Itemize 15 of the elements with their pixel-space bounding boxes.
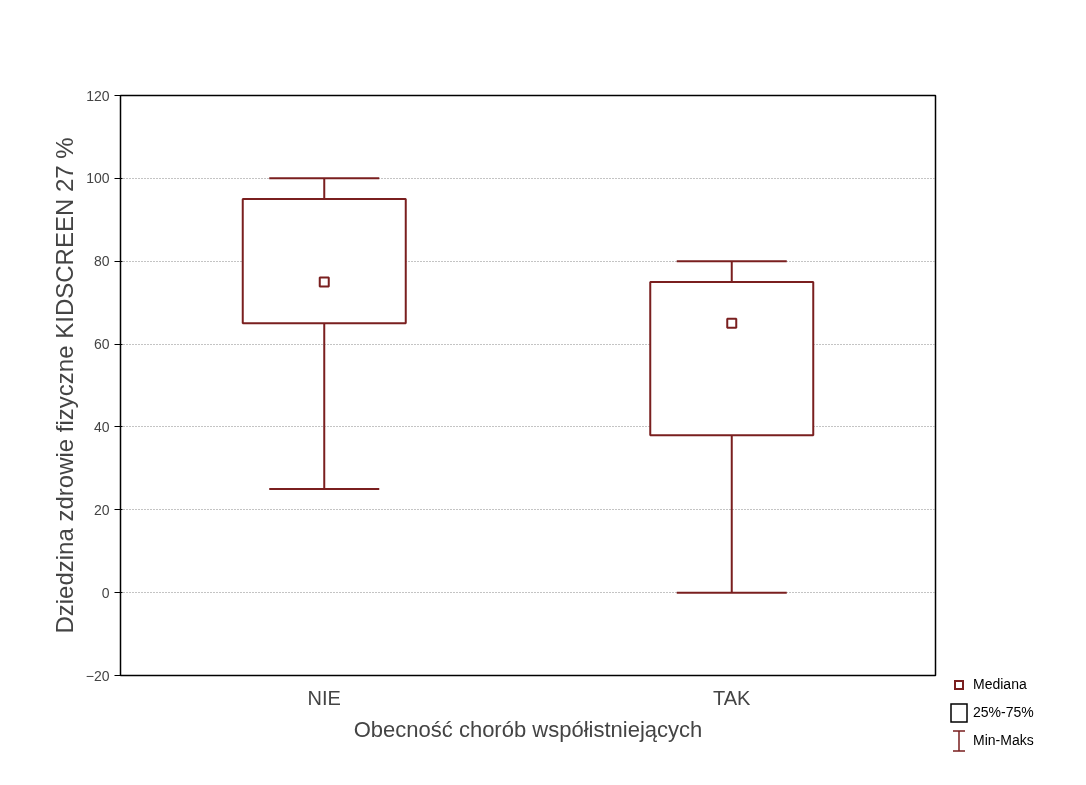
y-tick-label: 100	[86, 170, 110, 187]
x-axis-title: Obecność chorób współistniejących	[353, 716, 703, 742]
text: Mediana	[973, 675, 1027, 692]
text: Min-Maks	[973, 731, 1034, 748]
y-tick-label: 40	[93, 418, 110, 435]
y-tick-label: 80	[93, 253, 110, 270]
y-tick-label: 0	[101, 584, 110, 601]
y-tick-label: −20	[85, 667, 110, 684]
y-tick-label: 120	[86, 87, 110, 104]
x-tick-label: NIE	[307, 686, 341, 709]
y-axis-title: Dziedzina zdrowie fizyczne KIDSCREEN 27 %	[50, 137, 78, 634]
text: 25%-75%	[973, 703, 1034, 720]
y-tick-label: 60	[93, 336, 110, 353]
y-tick-label: 20	[93, 501, 110, 518]
x-tick-label: TAK	[713, 686, 752, 709]
